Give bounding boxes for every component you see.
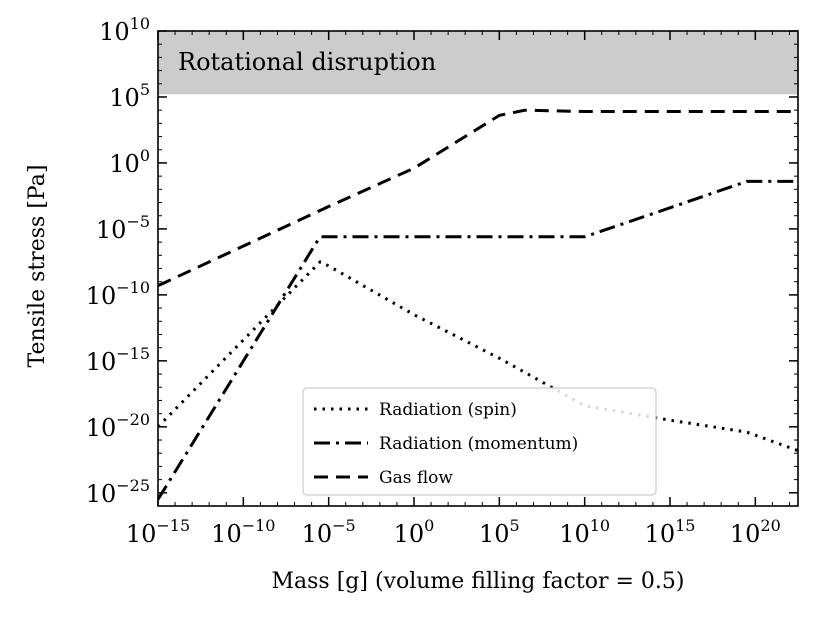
region-label: Rotational disruption xyxy=(178,48,436,76)
legend-label-3: Gas flow xyxy=(379,468,453,488)
y-tick-label: 10−10 xyxy=(86,278,150,310)
y-tick-label: 10−15 xyxy=(86,344,150,376)
x-tick-label: 10−10 xyxy=(211,516,275,548)
x-tick-label: 10−15 xyxy=(126,516,190,548)
x-tick-label: 105 xyxy=(479,516,520,548)
y-tick-label: 105 xyxy=(109,80,150,112)
y-axis-label: Tensile stress [Pa] xyxy=(25,165,50,368)
x-tick-label: 10−5 xyxy=(302,516,356,548)
x-axis-label: Mass [g] (volume filling factor = 0.5) xyxy=(272,569,685,594)
plot-area: Rotational disruption 10−15 10−10 10−5 100 10… xyxy=(86,14,799,548)
y-tick-label: 10−20 xyxy=(86,410,150,442)
series-line-1 xyxy=(158,260,798,453)
y-tick-label: 100 xyxy=(109,146,150,178)
legend-label-2: Radiation (momentum) xyxy=(379,434,578,454)
legend-label-1: Radiation (spin) xyxy=(379,400,517,420)
x-tick-label: 1015 xyxy=(645,516,696,548)
legend: Radiation (spin) Radiation (momentum) Gas … xyxy=(302,387,657,496)
x-tick-label: 1010 xyxy=(559,516,610,548)
series-line-3 xyxy=(158,108,798,288)
x-tick-label: 100 xyxy=(394,516,435,548)
y-tick-label: 1010 xyxy=(99,14,150,46)
legend-box xyxy=(302,387,657,496)
rotational-disruption-region xyxy=(158,31,798,95)
x-tick-label: 1020 xyxy=(730,516,781,548)
y-tick-label: 10−5 xyxy=(96,212,150,244)
y-tick-label: 10−25 xyxy=(86,476,150,508)
plot-frame xyxy=(157,30,799,507)
series-line-2 xyxy=(158,179,798,501)
